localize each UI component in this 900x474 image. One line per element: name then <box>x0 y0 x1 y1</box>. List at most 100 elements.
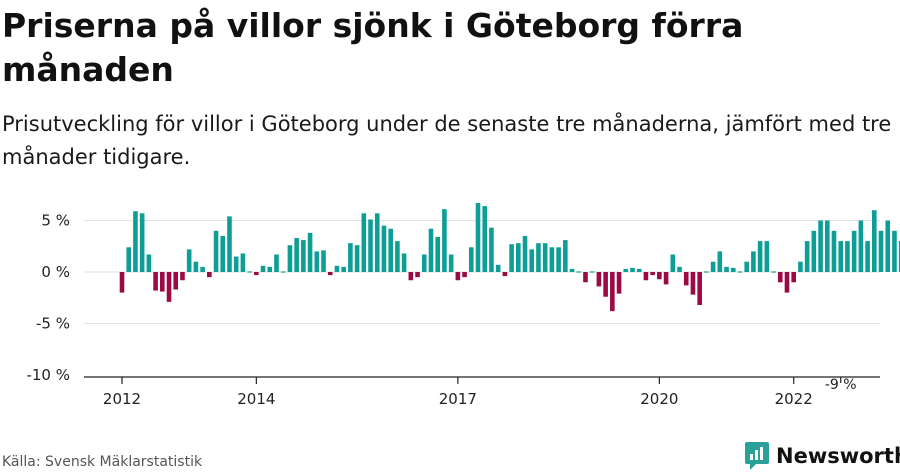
x-tick-label: 2014 <box>237 390 275 408</box>
bar <box>811 230 817 272</box>
bar <box>576 271 582 273</box>
bar <box>260 265 266 272</box>
bar <box>804 241 810 272</box>
bar <box>233 256 239 272</box>
bar <box>596 272 602 287</box>
bar <box>301 240 306 272</box>
newsworthy-logo-icon <box>745 442 769 470</box>
bar <box>166 272 172 302</box>
bar <box>307 232 313 272</box>
bar <box>287 245 293 272</box>
axes <box>84 376 880 384</box>
bar <box>858 220 864 272</box>
bar <box>697 272 702 305</box>
bar <box>435 236 440 272</box>
bar <box>636 268 642 272</box>
bar <box>730 267 736 272</box>
y-tick-label: -5 % <box>36 315 70 333</box>
bar <box>354 245 360 272</box>
bar <box>824 220 830 272</box>
bar <box>542 243 548 272</box>
bar <box>845 241 850 272</box>
bar <box>784 272 790 293</box>
bar <box>139 213 145 272</box>
bar <box>207 272 212 278</box>
newsworthy-brand[interactable]: Newsworthy <box>744 440 900 472</box>
bar <box>777 272 783 283</box>
bar <box>838 241 844 272</box>
bar <box>348 243 353 272</box>
bar <box>448 254 454 272</box>
bar <box>663 272 669 285</box>
bar <box>650 272 655 276</box>
source-note: Källa: Svensk Mäklarstatistik <box>2 454 203 470</box>
bar <box>146 254 152 272</box>
bar <box>751 251 756 272</box>
bar <box>536 243 541 272</box>
bar <box>603 272 608 297</box>
bar <box>421 254 427 272</box>
bar <box>133 211 138 272</box>
bar <box>153 272 158 291</box>
bar <box>872 210 877 272</box>
bar <box>610 272 615 312</box>
bar <box>771 271 776 273</box>
bar <box>509 244 514 272</box>
bar <box>616 272 622 294</box>
bar <box>280 271 286 273</box>
bar <box>119 272 125 293</box>
x-tick-label: 2017 <box>439 390 477 408</box>
bar <box>683 272 689 286</box>
bar <box>516 243 521 272</box>
bar <box>589 271 595 273</box>
bar <box>670 254 676 272</box>
bar <box>321 250 326 272</box>
bar <box>717 251 723 272</box>
bar <box>757 241 763 272</box>
bar <box>885 220 891 272</box>
bar <box>495 264 501 272</box>
chart-subtitle: Prisutveckling för villor i Göteborg und… <box>2 112 892 169</box>
x-tick-label: 2020 <box>640 390 678 408</box>
bars <box>119 202 900 312</box>
bar <box>415 272 420 278</box>
bar <box>193 261 199 272</box>
bar <box>482 206 488 272</box>
bar <box>361 213 367 272</box>
tick-labels: 5 % 0 % -5 % -10 % 2012 2014 2017 2020 2022 -9 % <box>26 212 856 409</box>
bar <box>374 213 380 272</box>
bar <box>267 266 273 272</box>
bar <box>368 219 373 272</box>
bar <box>247 271 252 273</box>
bar <box>737 271 743 273</box>
bar <box>200 266 205 272</box>
bar <box>563 240 568 272</box>
bar <box>401 253 407 272</box>
bar <box>704 271 709 273</box>
bar <box>549 247 555 272</box>
bar <box>489 227 494 272</box>
bar <box>865 241 870 272</box>
y-tick-label: -10 % <box>26 366 70 384</box>
bar <box>764 241 770 272</box>
bar <box>388 228 393 272</box>
bar <box>630 267 635 272</box>
bar <box>522 235 528 272</box>
bar <box>502 272 508 277</box>
bar <box>455 272 461 281</box>
bar <box>898 241 900 272</box>
x-tick-label: 2022 <box>775 390 813 408</box>
bar <box>710 261 716 272</box>
bar <box>744 261 749 272</box>
bar <box>173 272 179 290</box>
bar <box>294 238 299 272</box>
y-tick-label: 5 % <box>41 212 70 230</box>
bar <box>395 241 400 272</box>
bar <box>623 268 629 272</box>
bar <box>240 253 246 272</box>
bar <box>314 251 320 272</box>
y-tick-label: 0 % <box>41 263 70 281</box>
bar <box>831 230 837 272</box>
bar <box>556 247 561 272</box>
bar <box>818 220 823 272</box>
